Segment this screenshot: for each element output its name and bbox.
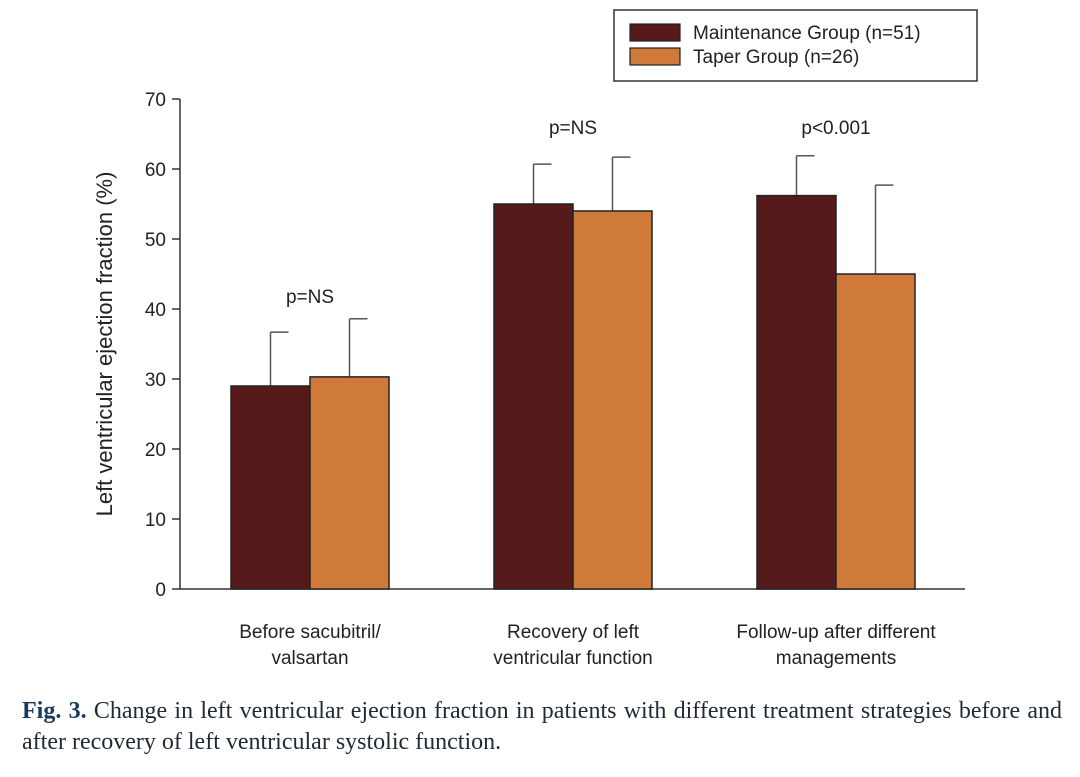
- x-axis-labels: Before sacubitril/valsartan Recovery of l…: [239, 622, 936, 669]
- y-tick-label: 40: [145, 300, 166, 321]
- y-tick-label: 60: [145, 160, 166, 181]
- legend-swatch: [629, 23, 681, 42]
- caption-text: Change in left ventricular ejection frac…: [22, 698, 1063, 755]
- bar: [230, 385, 311, 590]
- y-tick-label: 50: [145, 230, 166, 251]
- x-tick-label: ventricular function: [493, 648, 652, 669]
- figure-caption: Fig. 3. Change in left ventricular eject…: [22, 696, 1062, 758]
- bar: [835, 273, 916, 590]
- bar: [756, 194, 837, 590]
- bar: [309, 376, 390, 590]
- bars: p=NS p=NS p<0.001: [230, 118, 916, 590]
- x-tick-label: valsartan: [271, 648, 348, 669]
- y-axis: 0 10 20 30 40 50 60 70 Left ventricular ejection…: [92, 90, 965, 601]
- y-axis-title: Left ventricular ejection fraction (%): [92, 172, 117, 517]
- p-value-annotation: p=NS: [549, 118, 597, 139]
- legend-label: Maintenance Group (n=51): [693, 23, 921, 44]
- legend-swatch: [629, 47, 681, 66]
- y-tick-label: 70: [145, 90, 166, 111]
- p-value-annotation: p=NS: [286, 287, 334, 308]
- x-tick-label: Follow-up after different: [736, 622, 936, 643]
- figure-label: Fig. 3.: [22, 698, 87, 724]
- legend: Maintenance Group (n=51) Taper Group (n=2…: [613, 9, 978, 82]
- y-tick-label: 0: [155, 580, 166, 601]
- legend-box: [613, 9, 978, 82]
- p-value-annotation: p<0.001: [801, 118, 870, 139]
- bar: [572, 210, 653, 590]
- bar: [493, 203, 574, 590]
- x-tick-label: Before sacubitril/: [239, 622, 381, 643]
- x-tick-label: Recovery of left: [507, 622, 640, 643]
- legend-label: Taper Group (n=26): [693, 47, 859, 68]
- x-tick-label: managements: [776, 648, 896, 669]
- y-tick-label: 20: [145, 440, 166, 461]
- y-tick-label: 30: [145, 370, 166, 391]
- y-tick-label: 10: [145, 510, 166, 531]
- bar-chart: 0 10 20 30 40 50 60 70 Left ventricular ejection…: [92, 9, 978, 669]
